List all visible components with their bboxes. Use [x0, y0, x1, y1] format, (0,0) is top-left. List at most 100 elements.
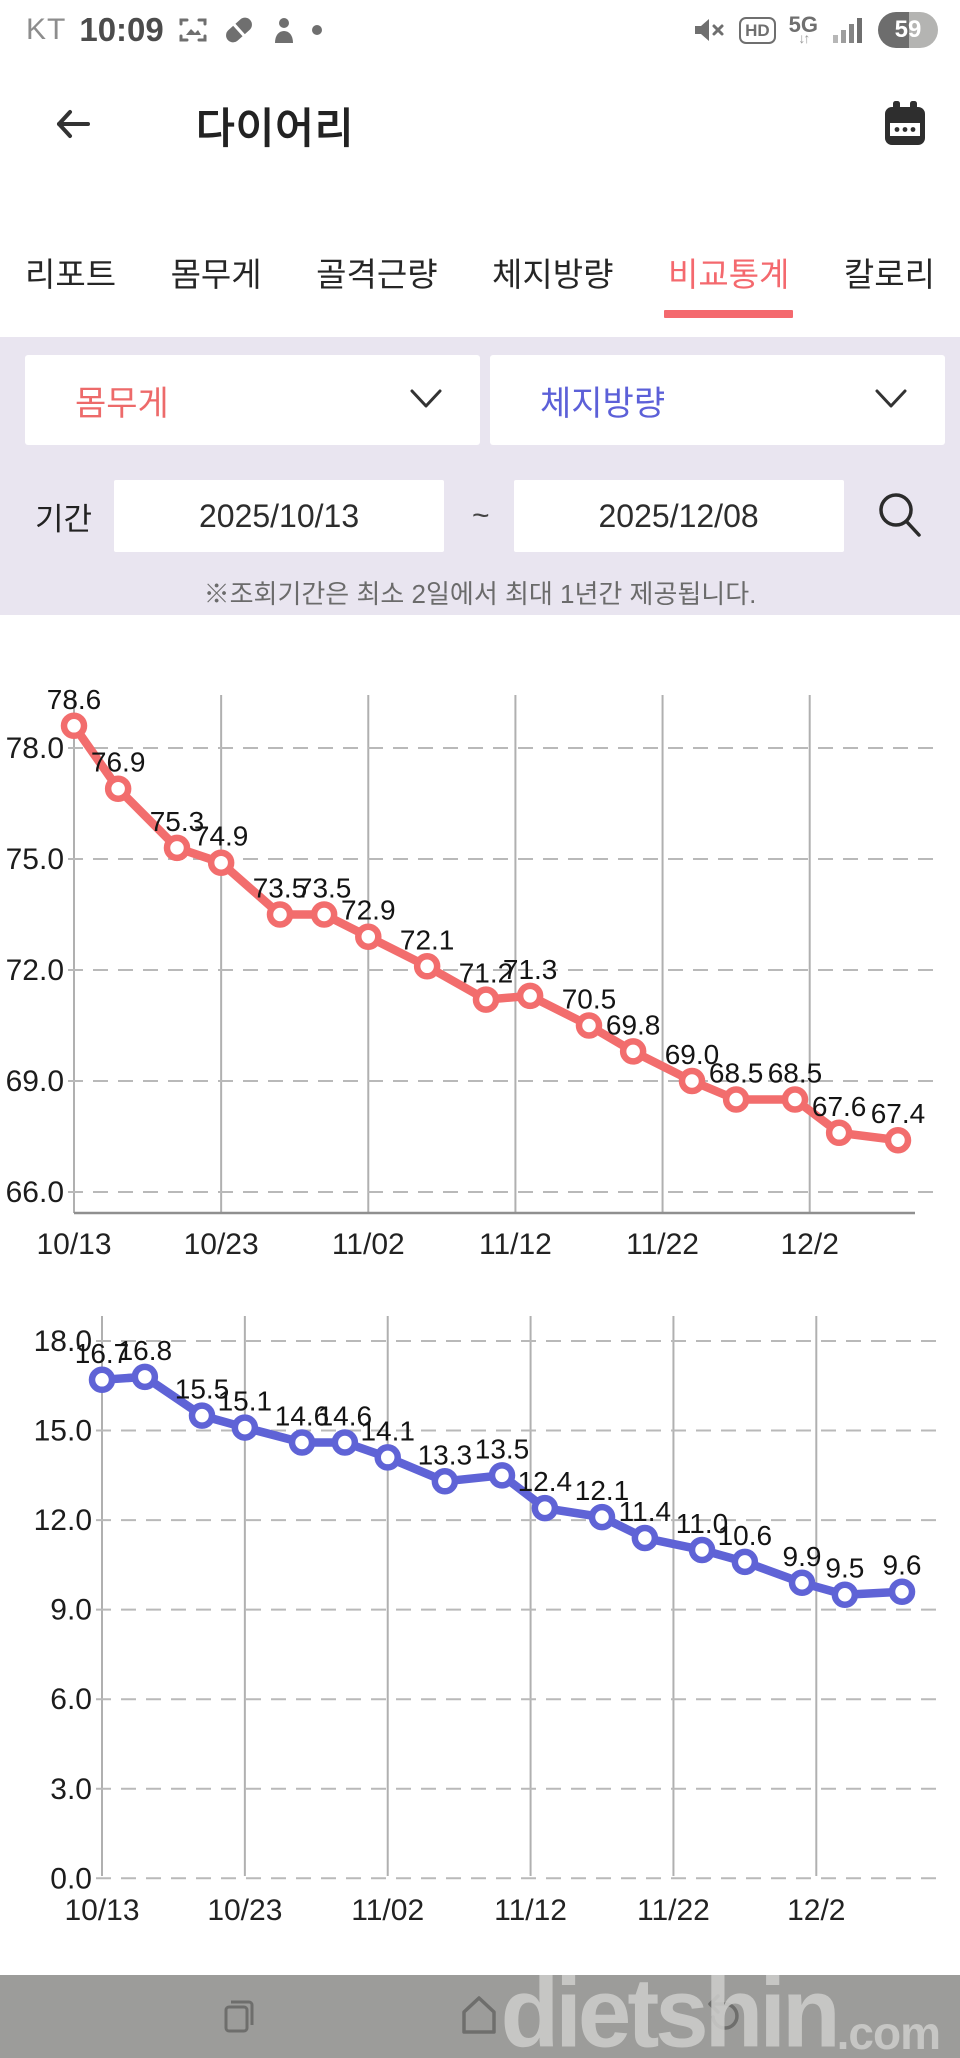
header: 다이어리: [0, 60, 960, 190]
data-point: [413, 953, 441, 980]
data-label: 16.8: [118, 1335, 173, 1366]
page-title: 다이어리: [196, 104, 355, 152]
person-icon: [269, 15, 297, 45]
data-label: 73.5: [253, 873, 308, 904]
system-navbar: [0, 1975, 960, 2058]
data-point: [678, 1067, 706, 1095]
data-label: 72.9: [341, 895, 396, 926]
calendar-button[interactable]: [880, 99, 930, 152]
data-point: [188, 1402, 216, 1429]
y-axis-tick: 0.0: [50, 1862, 92, 1895]
data-point: [588, 1503, 616, 1531]
tab-skeletal-muscle[interactable]: 골격근량: [316, 248, 437, 318]
data-point: [619, 1038, 647, 1065]
x-axis-tick: 10/13: [36, 1228, 111, 1261]
data-point: [266, 901, 294, 928]
mute-icon: [692, 15, 726, 45]
y-axis-tick: 78.0: [6, 732, 64, 765]
data-point: [781, 1086, 809, 1113]
x-axis-tick: 10/13: [64, 1894, 139, 1927]
y-axis-tick: 66.0: [6, 1176, 64, 1209]
period-label: 기간: [35, 501, 93, 537]
tab-comparison-stats[interactable]: 비교통계: [663, 248, 794, 318]
data-point: [374, 1444, 401, 1471]
hd-icon: HD: [739, 16, 776, 44]
y-axis-tick: 9.0: [50, 1594, 92, 1627]
search-icon: [872, 487, 928, 546]
tab-report[interactable]: 리포트: [25, 248, 116, 318]
data-label: 68.5: [709, 1058, 764, 1089]
data-label: 70.5: [562, 984, 617, 1015]
data-point: [688, 1536, 716, 1564]
end-date-field[interactable]: 2025/12/08: [513, 480, 844, 552]
data-label: 67.4: [871, 1098, 926, 1129]
data-label: 16.7: [75, 1338, 130, 1369]
filter-panel: 몸무게 체지방량 기간 2025/10/13 ~ 2025/12/08: [0, 337, 960, 615]
y-axis-tick: 75.0: [6, 843, 64, 876]
home-icon: [456, 1992, 502, 2041]
y-axis-tick: 69.0: [6, 1065, 64, 1098]
weight-line-chart: 10/13 10/23 11/02 11/12 11/22 12/2 66.0 69.0 72.…: [6, 684, 938, 1261]
metric-select-right[interactable]: 체지방량: [490, 355, 945, 445]
data-label: 9.5: [825, 1553, 864, 1584]
5g-icon: 5G ↓↑: [788, 11, 818, 47]
home-button[interactable]: [456, 1992, 502, 2041]
notification-dot-icon: [310, 23, 324, 37]
data-point: [825, 1119, 853, 1147]
data-point: [131, 1363, 159, 1391]
start-date-field[interactable]: 2025/10/13: [114, 480, 445, 552]
data-point: [163, 834, 191, 862]
tab-calories[interactable]: 칼로리: [844, 248, 935, 318]
y-axis-tick: 12.0: [34, 1504, 92, 1537]
period-note: ※조회기간은 최소 2일에서 최대 1년간 제공됩니다.: [203, 579, 757, 609]
period-separator: ~: [472, 499, 490, 532]
x-axis-tick: 10/23: [207, 1894, 282, 1927]
data-point: [231, 1414, 259, 1441]
y-axis-tick: 6.0: [50, 1683, 92, 1716]
tab-weight[interactable]: 몸무게: [171, 248, 262, 318]
data-label: 14.6: [275, 1400, 330, 1431]
body-fat-line-chart: 10/13 10/23 11/02 11/12 11/22 12/2 0.0 3.0 6.0 9.…: [34, 1316, 938, 1927]
metric-select-left[interactable]: 몸무게: [25, 355, 480, 445]
data-point: [60, 712, 88, 740]
tab-body-fat[interactable]: 체지방량: [492, 248, 613, 318]
data-point: [88, 1366, 116, 1394]
x-axis-tick: 11/02: [351, 1894, 424, 1927]
data-label: 73.5: [297, 873, 352, 904]
recent-apps-button[interactable]: [217, 1993, 261, 2040]
data-point: [431, 1468, 459, 1495]
data-label: 74.9: [194, 821, 249, 852]
back-nav-button[interactable]: [697, 1992, 743, 2041]
data-label: 9.6: [883, 1550, 922, 1581]
data-point: [331, 1429, 359, 1456]
data-point: [722, 1086, 750, 1113]
data-label: 11.0: [676, 1508, 728, 1539]
search-button[interactable]: [872, 487, 928, 546]
clock: 10:09: [79, 11, 164, 48]
data-label: 13.3: [418, 1439, 473, 1470]
signal-icon: [831, 15, 865, 45]
data-point: [355, 923, 382, 950]
data-point: [488, 1462, 516, 1489]
back-button[interactable]: [50, 101, 96, 150]
data-label: 75.3: [150, 806, 205, 837]
data-label: 78.6: [47, 684, 102, 715]
data-label: 15.5: [175, 1374, 230, 1405]
data-label: 67.6: [812, 1091, 867, 1122]
data-label: 71.2: [459, 958, 514, 989]
chevron-down-icon: [873, 387, 909, 414]
data-point: [516, 982, 544, 1010]
pill-icon: [222, 13, 256, 47]
data-label: 9.9: [783, 1541, 822, 1572]
calendar-icon: [880, 99, 930, 152]
x-axis-tick: 11/22: [637, 1894, 710, 1927]
data-label: 69.0: [665, 1039, 720, 1070]
recents-icon: [217, 1993, 261, 2040]
data-point: [104, 775, 132, 802]
data-label: 12.4: [518, 1466, 573, 1497]
x-axis-tick: 11/12: [479, 1228, 552, 1261]
carrier-label: KT: [26, 13, 67, 46]
data-label: 11.4: [619, 1496, 671, 1527]
x-axis-tick: 10/23: [184, 1228, 259, 1261]
data-point: [788, 1569, 816, 1597]
